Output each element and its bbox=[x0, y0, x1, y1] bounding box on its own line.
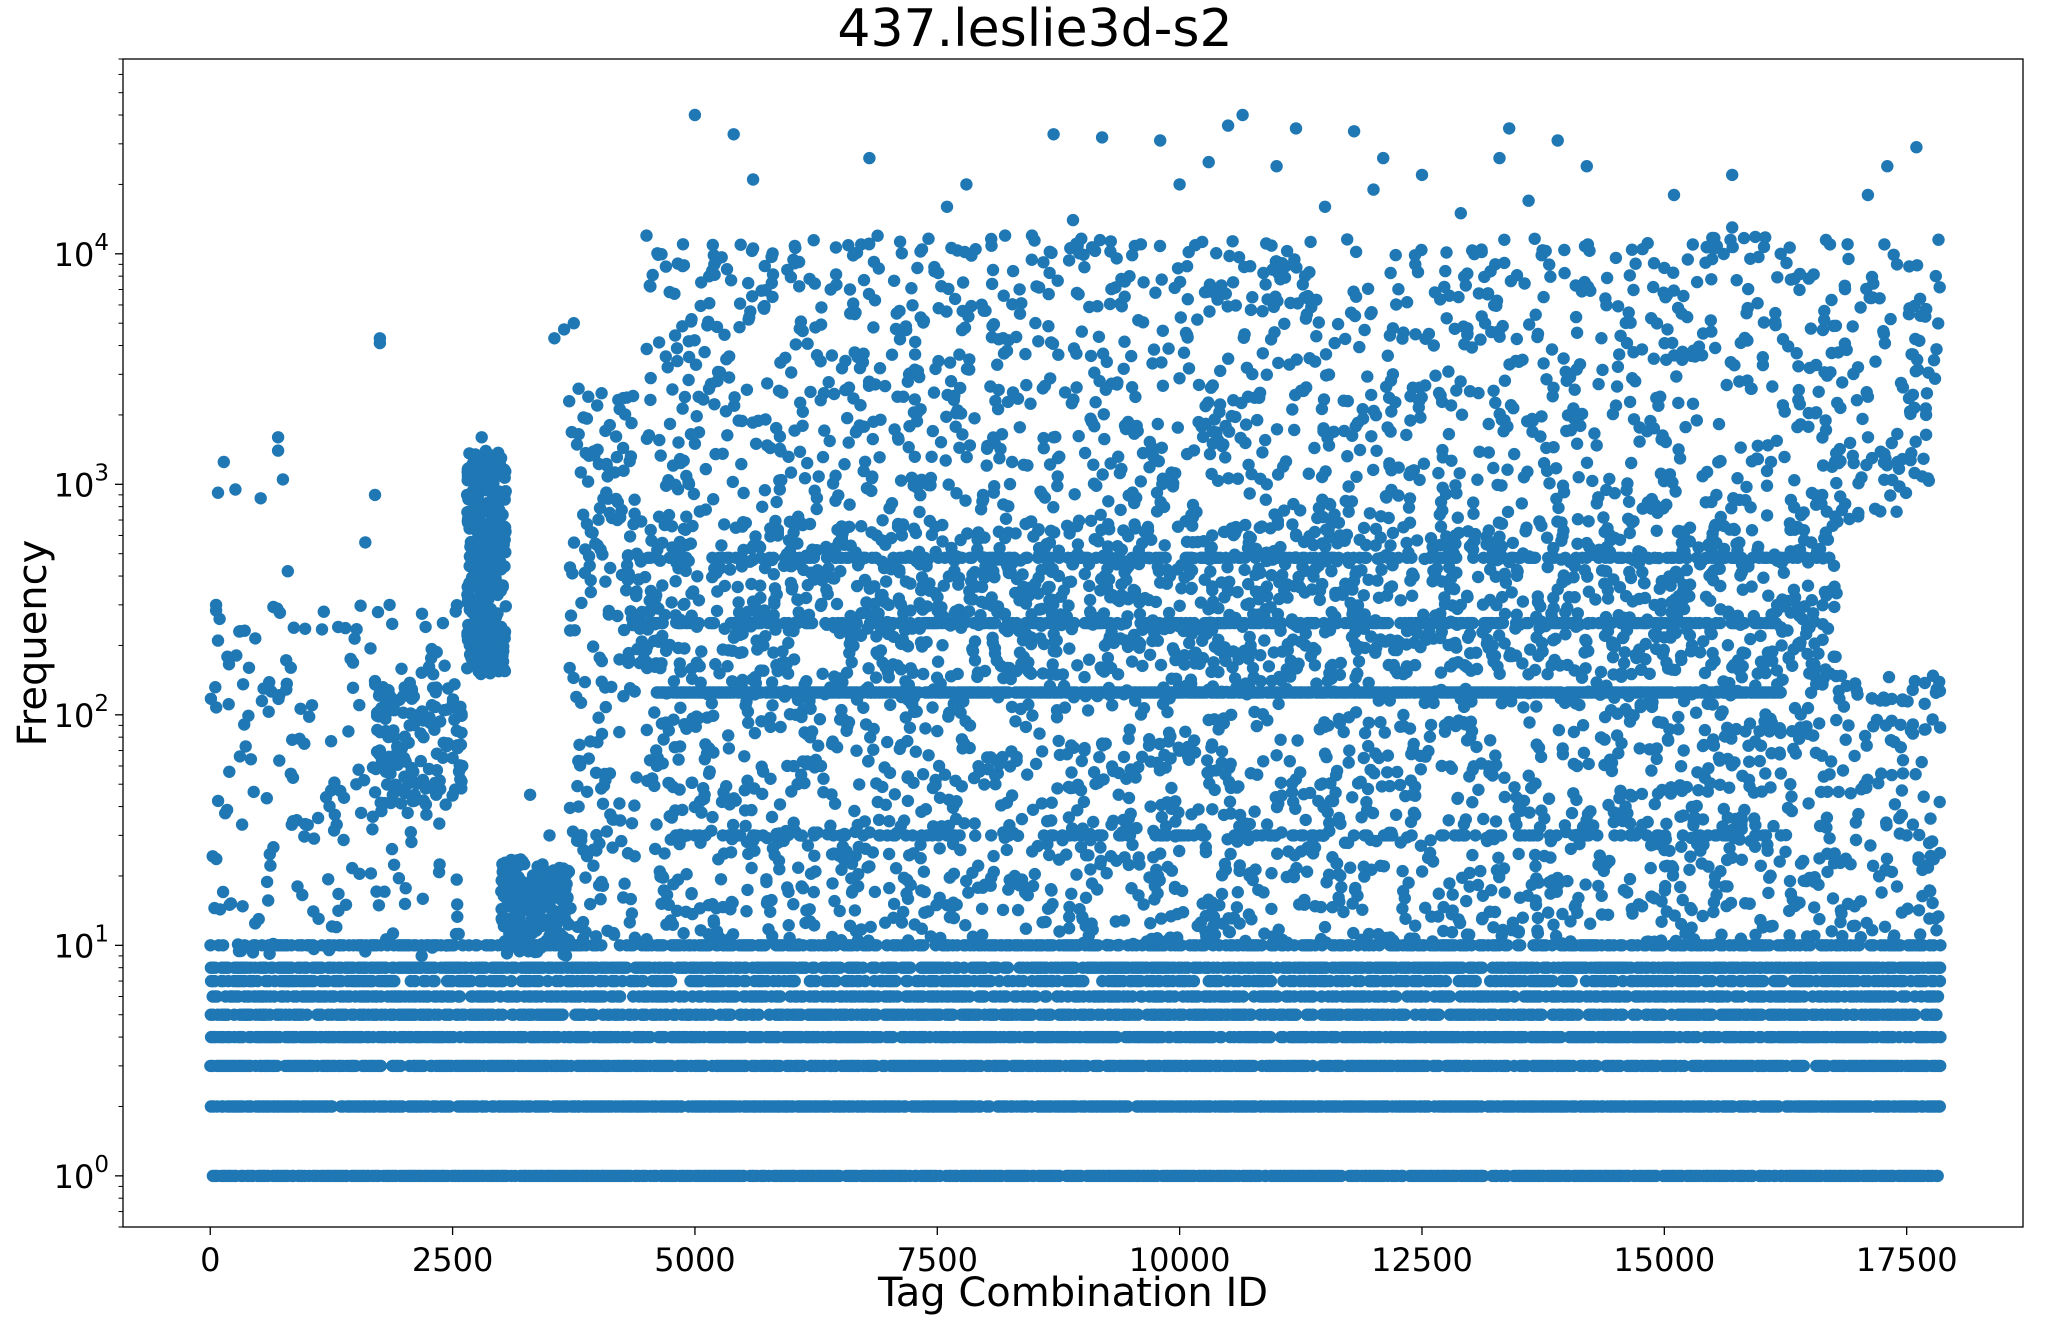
data-point bbox=[1469, 974, 1482, 988]
data-point bbox=[556, 1008, 569, 1021]
data-point bbox=[1930, 1008, 1943, 1021]
data-point bbox=[1237, 990, 1250, 1003]
data-point bbox=[1390, 990, 1403, 1003]
data-point bbox=[1264, 974, 1278, 988]
data-point bbox=[1934, 1059, 1947, 1073]
data-point bbox=[1571, 1008, 1585, 1021]
data-point bbox=[1931, 990, 1945, 1003]
data-point bbox=[1933, 1100, 1947, 1113]
data-point bbox=[374, 1059, 388, 1073]
data-point bbox=[1001, 961, 1015, 974]
data-point bbox=[388, 974, 401, 988]
data-point bbox=[1432, 1008, 1446, 1021]
data-point bbox=[1776, 974, 1789, 988]
data-point bbox=[216, 939, 230, 952]
data-point bbox=[453, 990, 466, 1003]
data-point bbox=[1040, 990, 1053, 1003]
data-point bbox=[1439, 974, 1453, 988]
chart-title: 437.leslie3d-s2 bbox=[837, 0, 1232, 59]
data-point bbox=[1187, 974, 1201, 988]
data-points bbox=[204, 108, 1947, 1183]
data-point bbox=[1077, 974, 1090, 988]
data-point bbox=[1934, 1030, 1947, 1044]
data-point bbox=[664, 974, 678, 988]
data-point bbox=[1757, 974, 1770, 988]
data-point bbox=[428, 974, 441, 988]
data-point bbox=[1797, 1059, 1811, 1073]
data-point bbox=[1933, 961, 1947, 974]
plot-area bbox=[122, 58, 2024, 1228]
data-point bbox=[1931, 1169, 1944, 1183]
data-point bbox=[1535, 1008, 1549, 1021]
data-point bbox=[788, 974, 801, 988]
data-point bbox=[1908, 1008, 1922, 1021]
data-point bbox=[889, 974, 902, 988]
data-point bbox=[1933, 974, 1947, 988]
data-point bbox=[1565, 974, 1578, 988]
data-point bbox=[1264, 1030, 1277, 1044]
data-point bbox=[1289, 1008, 1303, 1021]
data-point bbox=[613, 990, 627, 1003]
data-point bbox=[904, 961, 917, 974]
